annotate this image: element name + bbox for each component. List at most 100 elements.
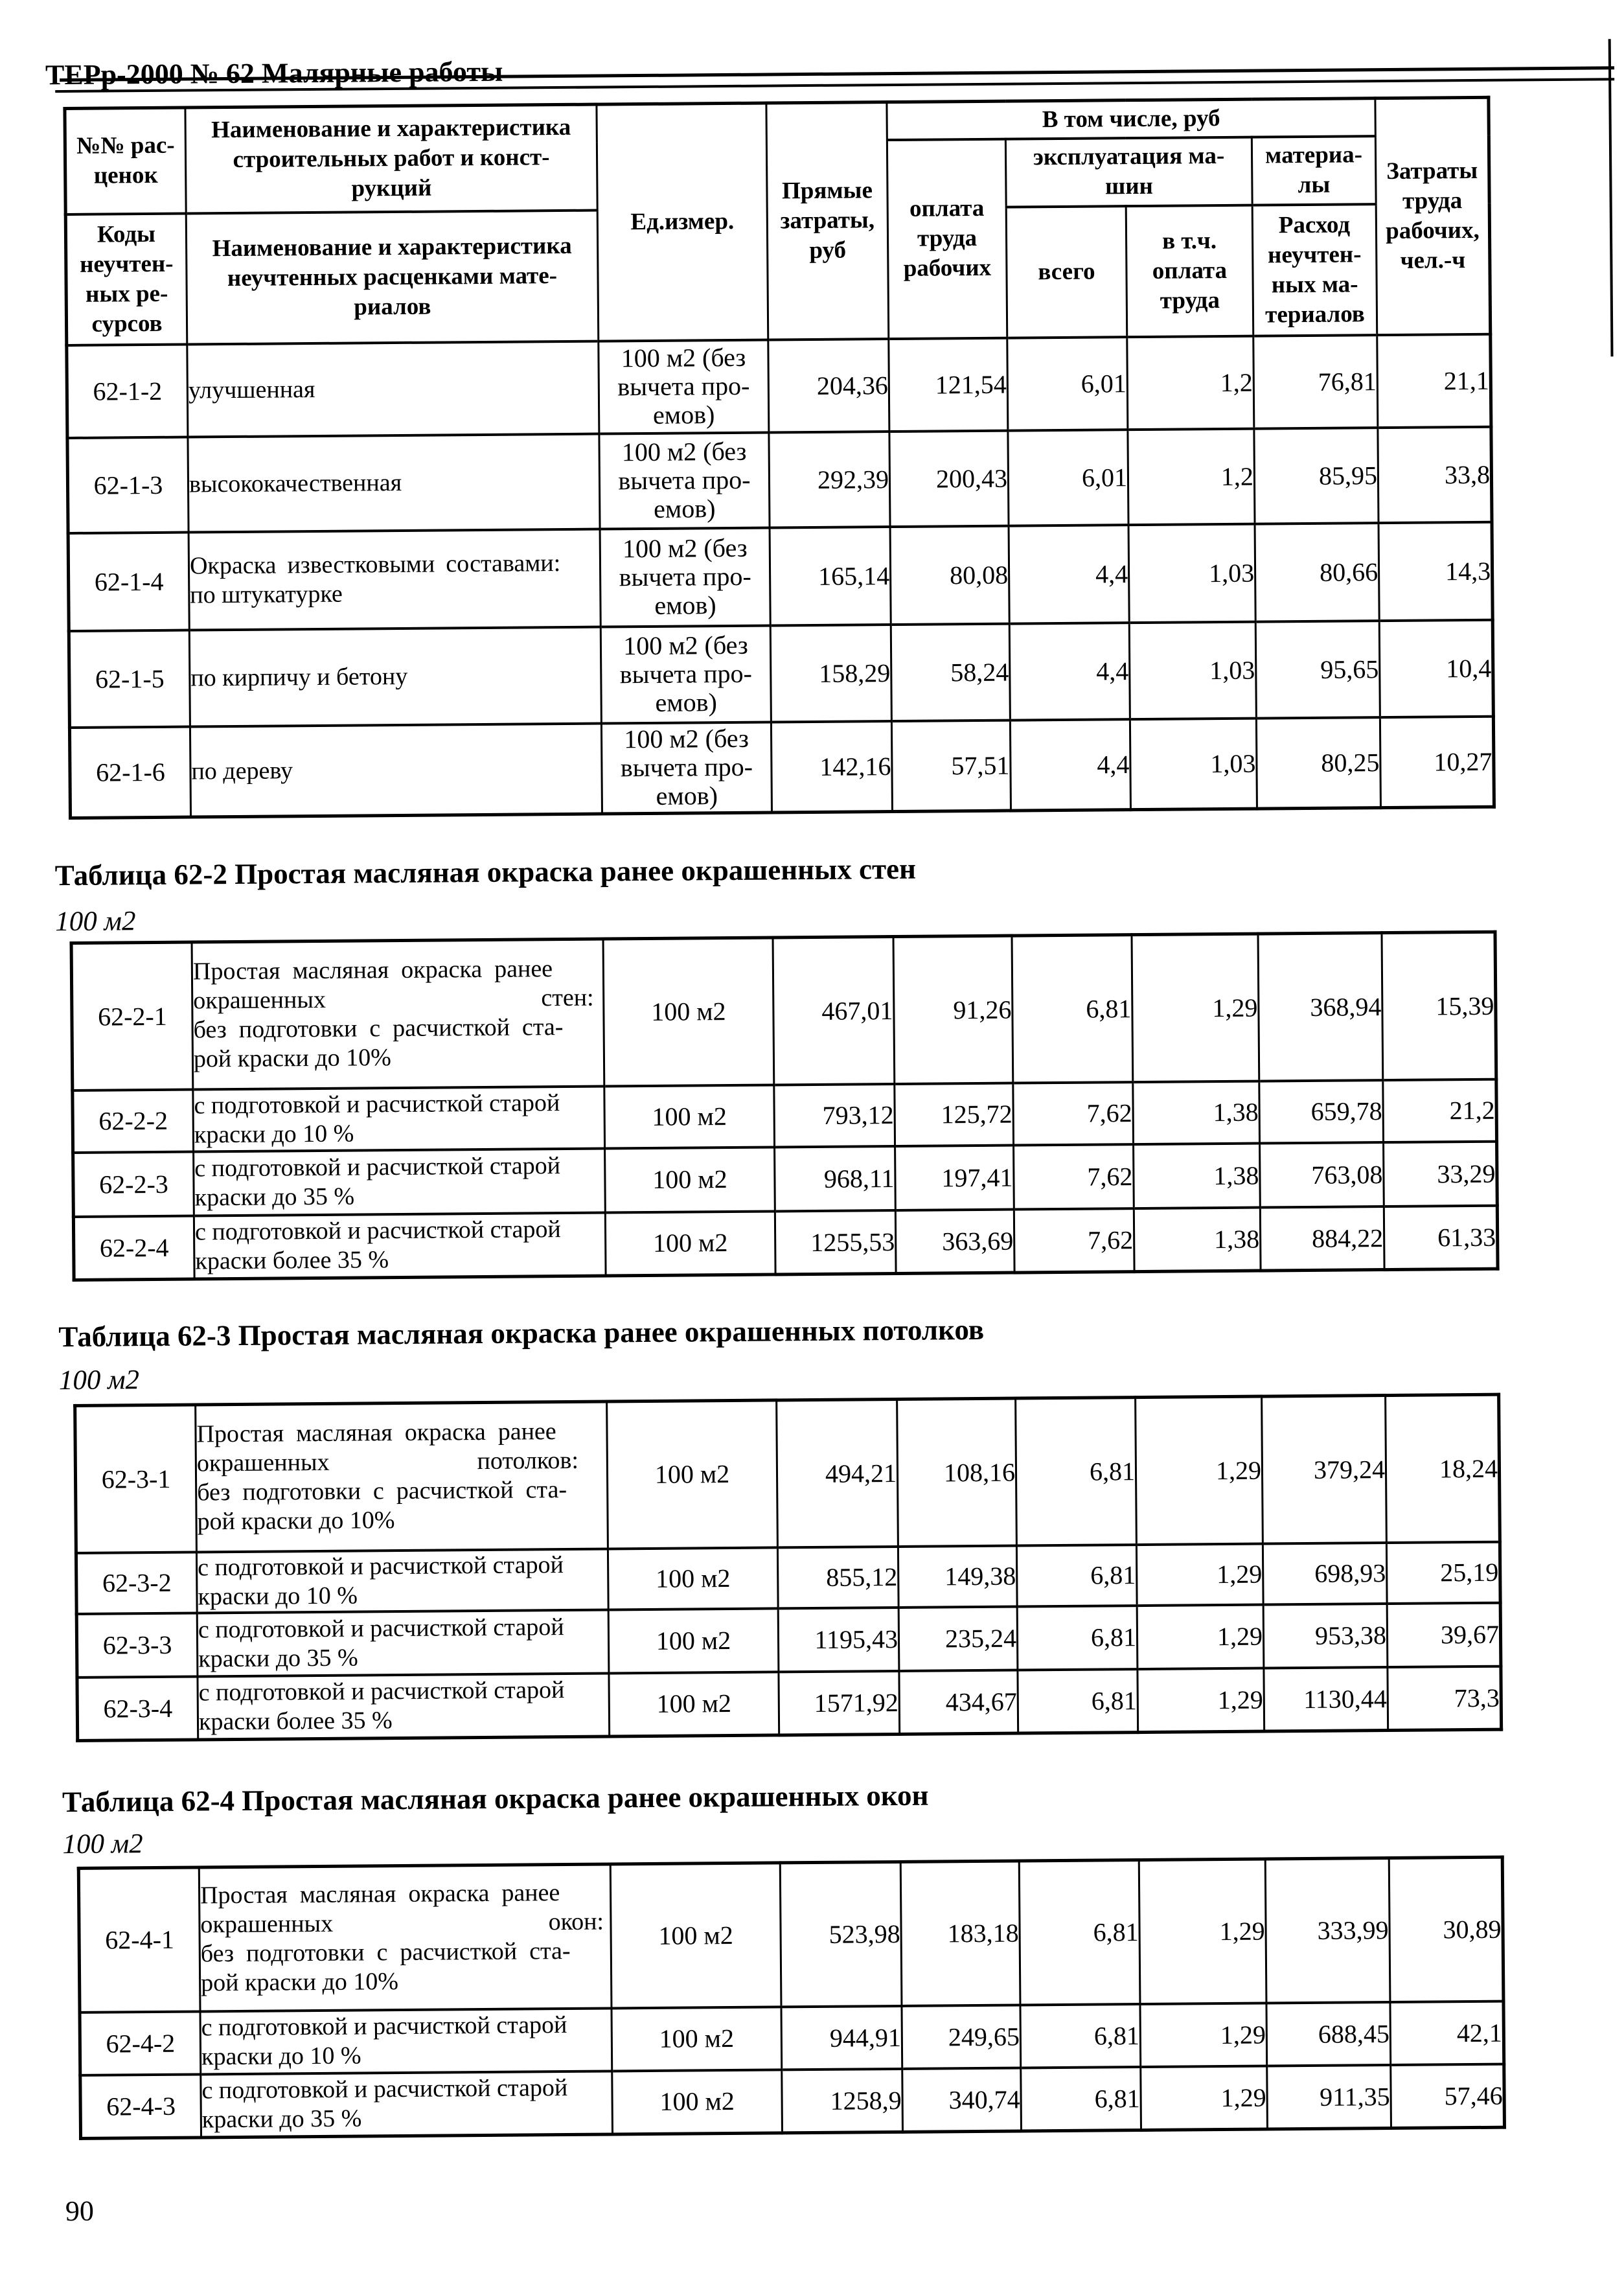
description-cell: Простая масляная окраска ранее окрашенны… — [195, 1402, 608, 1552]
unit-cell: 100 м2 (без вычета про- емов) — [600, 625, 772, 724]
table-62-3-unit-note: 100 м2 — [58, 1365, 140, 1396]
rates-table-62-2: 62-2-1 Простая масляная окраска ранее ок… — [69, 930, 1500, 1282]
value-cell-labor: 21,2 — [1382, 1079, 1497, 1142]
value-cell-pay: 183,18 — [900, 1861, 1020, 2006]
unit-cell: 100 м2 — [612, 2069, 783, 2134]
value-cell-materials: 911,35 — [1266, 2064, 1391, 2130]
value-cell-machines-total: 6,81 — [1019, 1860, 1140, 2005]
unit-cell: 100 м2 — [603, 937, 774, 1087]
value-cell-materials: 85,95 — [1253, 427, 1379, 524]
header-cell-machines: эксплуатация ма- шин — [1005, 137, 1253, 207]
unit-cell: 100 м2 — [608, 1608, 779, 1673]
description-cell: с подготовкой и расчисткой старой краски… — [193, 1148, 606, 1216]
rate-row: 62-1-6 по дереву 100 м2 (без вычета про-… — [69, 716, 1494, 818]
value-cell-machines-pay: 1,03 — [1129, 621, 1257, 719]
code-cell: 62-3-2 — [76, 1551, 198, 1614]
value-cell-machines-total: 7,62 — [1013, 1144, 1134, 1210]
description-cell: Простая масляная окраска ранее окрашенны… — [192, 939, 604, 1090]
value-cell-direct: 158,29 — [770, 624, 892, 722]
value-cell-direct: 968,11 — [774, 1146, 896, 1211]
value-cell-labor: 57,46 — [1390, 2064, 1505, 2128]
value-cell-labor: 61,33 — [1384, 1205, 1498, 1270]
description-cell: с подготовкой и расчисткой старой краски… — [197, 1672, 610, 1740]
value-cell-machines-pay: 1,38 — [1134, 1207, 1261, 1272]
description-cell: с подготовкой и расчисткой старой краски… — [200, 2007, 612, 2074]
value-cell-machines-pay: 1,03 — [1130, 718, 1257, 810]
header-cell-materials-description: Наименование и характеристика неучтенных… — [186, 210, 599, 345]
header-cell-workers-pay: оплата труда рабочих — [887, 139, 1007, 339]
description-cell: с подготовкой и расчисткой старой краски… — [192, 1086, 605, 1152]
rate-row: 62-3-1 Простая масляная окраска ранее ок… — [74, 1394, 1500, 1553]
value-cell-pay: 108,16 — [897, 1398, 1017, 1547]
value-cell-machines-total: 7,62 — [1014, 1208, 1135, 1273]
code-cell: 62-4-3 — [80, 2073, 201, 2139]
code-cell: 62-2-1 — [71, 942, 193, 1090]
header-cell-including: В том числе, руб — [886, 98, 1376, 140]
value-cell-direct: 292,39 — [768, 431, 891, 527]
value-cell-machines-total: 6,81 — [1020, 2066, 1141, 2132]
value-cell-labor: 15,39 — [1381, 932, 1496, 1080]
value-cell-pay: 363,69 — [895, 1209, 1015, 1274]
header-cell-materials-consumption: Расход неучтен- ных ма- териалов — [1252, 203, 1377, 336]
value-cell-machines-pay: 1,03 — [1128, 524, 1256, 623]
value-cell-machines-total: 4,4 — [1010, 719, 1131, 811]
value-cell-labor: 10,4 — [1379, 619, 1494, 717]
value-cell-pay: 125,72 — [894, 1083, 1014, 1146]
value-cell-labor: 73,3 — [1387, 1666, 1502, 1731]
header-cell-direct-costs: Прямые затраты, руб — [766, 102, 889, 340]
value-cell-pay: 249,65 — [901, 2005, 1021, 2069]
value-cell-materials: 884,22 — [1260, 1206, 1385, 1271]
value-cell-machines-pay: 1,38 — [1133, 1143, 1261, 1208]
value-cell-materials: 763,08 — [1259, 1142, 1384, 1208]
value-cell-direct: 1195,43 — [778, 1607, 899, 1672]
description-cell: улучшенная — [187, 341, 599, 437]
value-cell-materials: 76,81 — [1253, 334, 1378, 429]
rate-row: 62-1-3 высококачественная 100 м2 (без вы… — [67, 426, 1492, 533]
unit-cell: 100 м2 (без вычета про- емов) — [601, 721, 772, 814]
value-cell-machines-total: 6,81 — [1020, 2003, 1141, 2068]
rate-row: 62-2-4 с подготовкой и расчисткой старой… — [73, 1205, 1498, 1280]
value-cell-direct: 494,21 — [776, 1399, 898, 1547]
table-62-4-caption: Таблица 62-4 Простая масляная окраска ра… — [62, 1779, 929, 1819]
code-cell: 62-1-6 — [69, 726, 191, 818]
value-cell-direct: 1571,92 — [778, 1670, 900, 1735]
rate-row: 62-2-1 Простая масляная окраска ранее ок… — [71, 932, 1496, 1090]
rate-row: 62-3-2 с подготовкой и расчисткой старой… — [76, 1541, 1501, 1614]
value-cell-materials: 95,65 — [1255, 620, 1380, 719]
rates-table-62-1: №№ рас- ценок Наименование и характерист… — [63, 95, 1496, 820]
value-cell-machines-total: 6,01 — [1007, 336, 1128, 431]
value-cell-materials: 698,93 — [1263, 1542, 1388, 1605]
rate-row: 62-1-2 улучшенная 100 м2 (без вычета про… — [66, 334, 1491, 438]
value-cell-machines-pay: 1,29 — [1139, 2003, 1267, 2067]
value-cell-direct: 467,01 — [773, 936, 895, 1085]
description-cell: Окраска известковыми составами: по штука… — [189, 529, 601, 630]
value-cell-materials: 333,99 — [1265, 1858, 1390, 2003]
page-title: ТЕРр-2000 № 62 Малярные работы — [45, 55, 503, 91]
rate-row: 62-1-4 Окраска известковыми составами: п… — [68, 522, 1493, 631]
unit-cell: 100 м2 — [611, 2006, 782, 2071]
value-cell-direct: 165,14 — [770, 526, 891, 625]
value-cell-direct: 1255,53 — [775, 1210, 897, 1275]
code-cell: 62-1-2 — [66, 344, 188, 438]
header-cell-resource-codes: Коды неучтен- ных ре- сурсов — [65, 213, 187, 345]
value-cell-machines-pay: 1,29 — [1135, 1396, 1263, 1545]
value-cell-machines-pay: 1,29 — [1140, 2066, 1268, 2130]
page-number: 90 — [65, 2195, 95, 2228]
value-cell-machines-pay: 1,29 — [1137, 1604, 1264, 1669]
unit-cell: 100 м2 — [604, 1146, 775, 1213]
value-cell-labor: 39,67 — [1387, 1602, 1501, 1667]
value-cell-labor: 33,29 — [1383, 1141, 1498, 1206]
code-cell: 62-2-4 — [73, 1215, 195, 1280]
value-cell-machines-pay: 1,2 — [1127, 428, 1255, 525]
value-cell-labor: 18,24 — [1385, 1394, 1500, 1543]
code-cell: 62-3-3 — [76, 1612, 198, 1678]
rates-table-62-3: 62-3-1 Простая масляная окраска ранее ок… — [73, 1392, 1504, 1742]
rate-row: 62-4-3 с подготовкой и расчисткой старой… — [80, 2064, 1505, 2139]
value-cell-machines-total: 6,81 — [1017, 1605, 1138, 1670]
rate-row: 62-3-4 с подготовкой и расчисткой старой… — [76, 1666, 1502, 1741]
unit-cell: 100 м2 (без вычета про- емов) — [598, 339, 769, 434]
value-cell-labor: 30,89 — [1389, 1857, 1504, 2002]
header-cell-machines-total: всего — [1006, 205, 1127, 338]
page-edge-line — [1608, 39, 1614, 357]
description-cell: по дереву — [190, 723, 602, 818]
